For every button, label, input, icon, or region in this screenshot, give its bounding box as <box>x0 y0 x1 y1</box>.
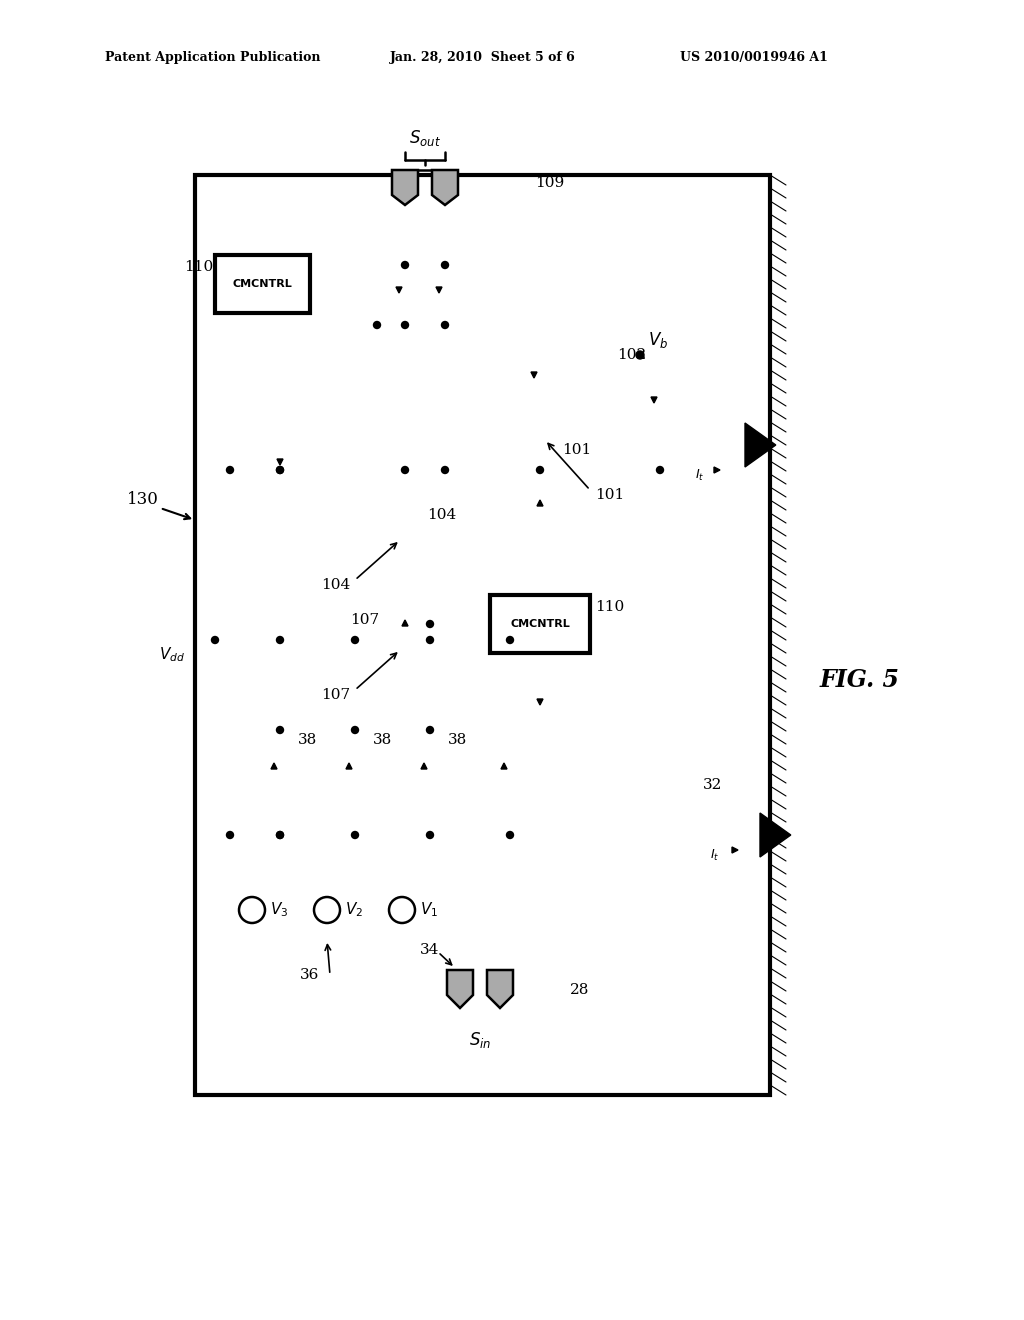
Polygon shape <box>271 763 278 770</box>
Text: 32: 32 <box>703 777 722 792</box>
Polygon shape <box>396 286 402 293</box>
Text: $S_{out}$: $S_{out}$ <box>409 128 441 148</box>
Text: 107: 107 <box>350 612 379 627</box>
Polygon shape <box>537 700 543 705</box>
Circle shape <box>401 261 409 268</box>
Bar <box>215 255 310 313</box>
Text: CMCNTRL: CMCNTRL <box>510 619 570 630</box>
Polygon shape <box>537 500 543 506</box>
Circle shape <box>276 636 284 644</box>
Circle shape <box>537 466 544 474</box>
Bar <box>207 247 382 426</box>
Circle shape <box>441 261 449 268</box>
Text: 34: 34 <box>420 942 439 957</box>
Text: Jan. 28, 2010  Sheet 5 of 6: Jan. 28, 2010 Sheet 5 of 6 <box>390 50 575 63</box>
Circle shape <box>212 636 218 644</box>
Polygon shape <box>732 847 738 853</box>
Circle shape <box>441 466 449 474</box>
Text: $V_2$: $V_2$ <box>345 900 364 919</box>
Circle shape <box>427 726 433 734</box>
Circle shape <box>427 832 433 838</box>
Bar <box>490 595 590 653</box>
Text: $I_t$: $I_t$ <box>695 467 705 483</box>
Text: 104: 104 <box>321 578 350 591</box>
Text: 107: 107 <box>321 688 350 702</box>
Text: 130: 130 <box>127 491 159 508</box>
Text: 104: 104 <box>427 508 457 521</box>
Text: 110: 110 <box>595 601 625 614</box>
Text: 110: 110 <box>183 260 213 275</box>
Circle shape <box>276 466 284 474</box>
Circle shape <box>507 636 513 644</box>
Polygon shape <box>346 763 352 770</box>
Circle shape <box>276 832 284 838</box>
Circle shape <box>656 466 664 474</box>
Text: FIG. 5: FIG. 5 <box>820 668 900 692</box>
Circle shape <box>276 466 284 474</box>
Circle shape <box>401 322 409 329</box>
Circle shape <box>351 832 358 838</box>
Circle shape <box>427 620 433 627</box>
Circle shape <box>401 466 409 474</box>
Circle shape <box>351 636 358 644</box>
Circle shape <box>636 351 644 359</box>
Circle shape <box>507 832 513 838</box>
Text: 38: 38 <box>298 733 317 747</box>
Text: 101: 101 <box>562 444 591 457</box>
Text: CMCNTRL: CMCNTRL <box>232 279 293 289</box>
Circle shape <box>351 726 358 734</box>
Bar <box>195 176 770 1096</box>
Text: $I_t$: $I_t$ <box>711 847 720 862</box>
Polygon shape <box>432 170 458 205</box>
Text: US 2010/0019946 A1: US 2010/0019946 A1 <box>680 50 827 63</box>
Text: $V_{dd}$: $V_{dd}$ <box>159 645 185 664</box>
Polygon shape <box>402 620 408 626</box>
Text: 38: 38 <box>373 733 392 747</box>
Polygon shape <box>501 763 507 770</box>
Polygon shape <box>760 813 791 857</box>
Polygon shape <box>745 422 776 467</box>
Text: 28: 28 <box>570 983 590 997</box>
Text: $S_{in}$: $S_{in}$ <box>469 1030 492 1049</box>
Polygon shape <box>487 970 513 1008</box>
Polygon shape <box>436 286 442 293</box>
Polygon shape <box>531 372 537 378</box>
Circle shape <box>226 832 233 838</box>
Text: 101: 101 <box>595 488 625 502</box>
Text: 38: 38 <box>449 733 467 747</box>
Text: 109: 109 <box>535 176 564 190</box>
Polygon shape <box>651 397 657 403</box>
Polygon shape <box>392 170 418 205</box>
Polygon shape <box>278 459 283 465</box>
Circle shape <box>441 322 449 329</box>
Text: 102: 102 <box>617 348 646 362</box>
Text: $V_3$: $V_3$ <box>270 900 289 919</box>
Polygon shape <box>447 970 473 1008</box>
Text: $V_b$: $V_b$ <box>648 330 669 350</box>
Circle shape <box>226 466 233 474</box>
Circle shape <box>276 832 284 838</box>
Circle shape <box>276 726 284 734</box>
Text: $V_1$: $V_1$ <box>420 900 438 919</box>
Text: Patent Application Publication: Patent Application Publication <box>105 50 321 63</box>
Circle shape <box>427 636 433 644</box>
Polygon shape <box>714 467 720 473</box>
Circle shape <box>374 322 381 329</box>
Polygon shape <box>421 763 427 770</box>
Text: 36: 36 <box>300 968 319 982</box>
